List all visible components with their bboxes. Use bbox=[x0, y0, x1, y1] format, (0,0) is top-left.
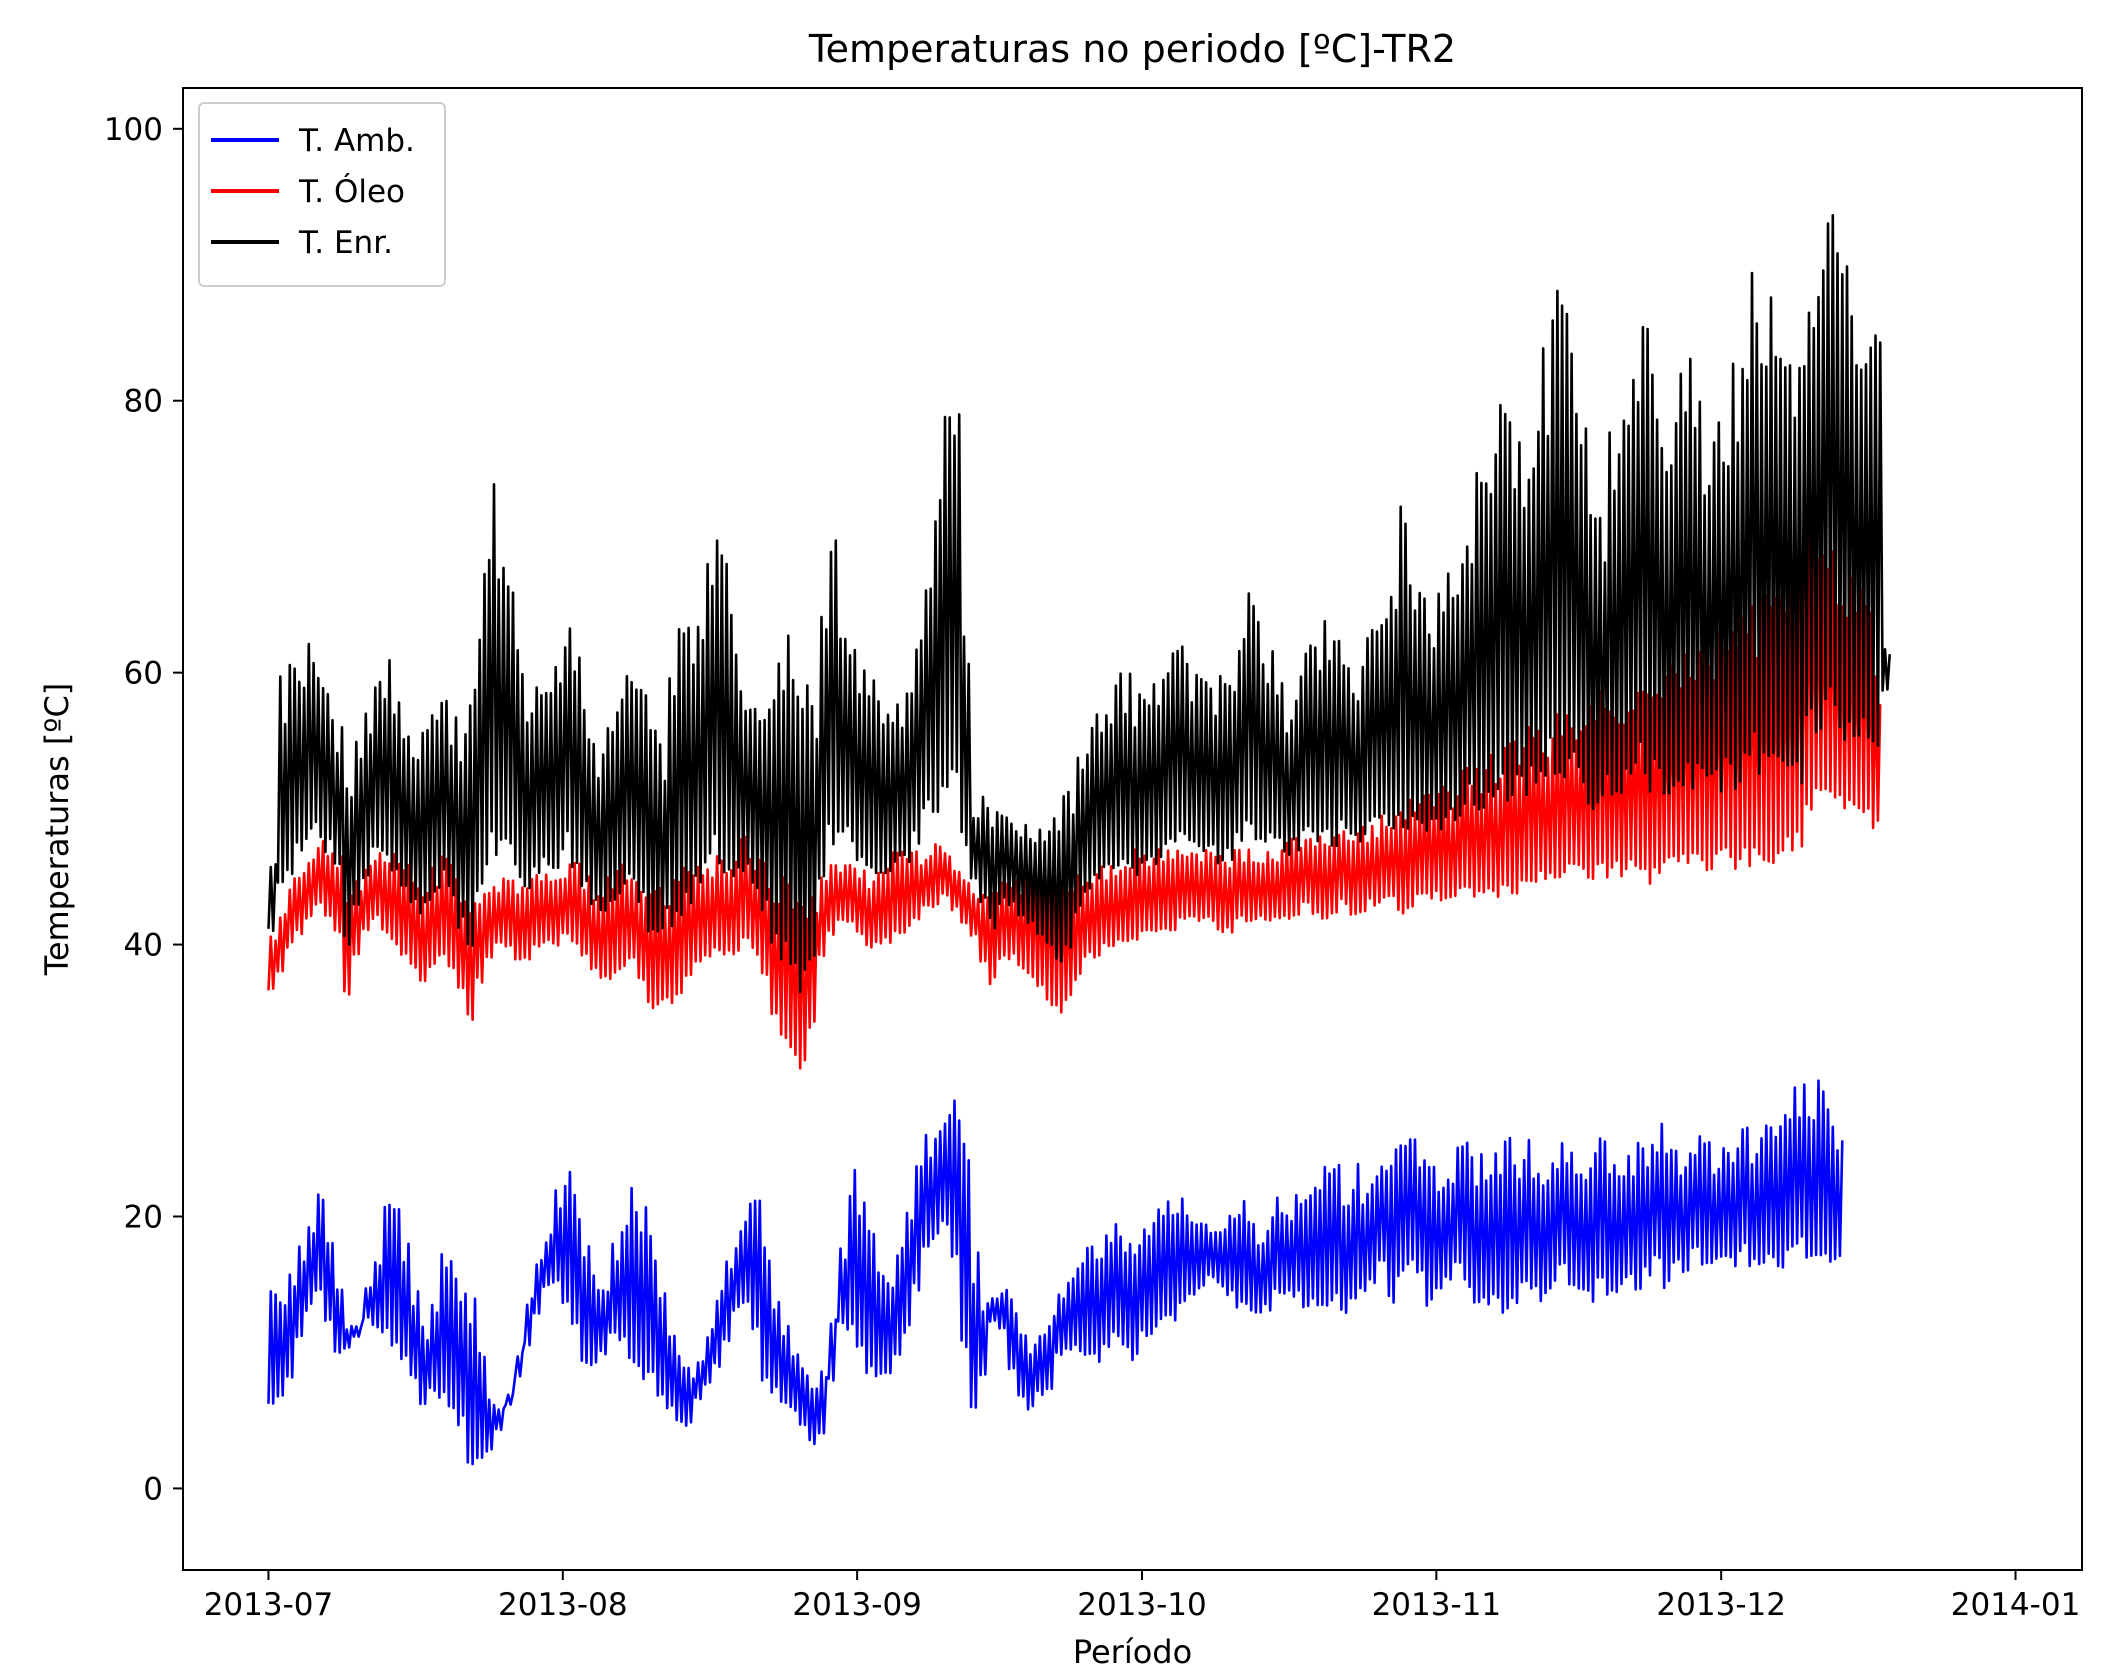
y-tick-label: 0 bbox=[143, 1471, 163, 1507]
x-tick-label: 2013-10 bbox=[1077, 1587, 1207, 1623]
chart-title: Temperaturas no periodo [ºC]-TR2 bbox=[808, 27, 1456, 71]
x-tick-label: 2013-08 bbox=[498, 1587, 628, 1623]
plot-frame bbox=[182, 87, 2083, 1571]
legend: T. Amb. T. Óleo T. Enr. bbox=[198, 102, 446, 287]
x-tick-label: 2013-07 bbox=[204, 1587, 334, 1623]
x-axis: 2013-07 2013-08 2013-09 2013-10 2013-11 2013-… bbox=[204, 1570, 2081, 1623]
y-tick-label: 100 bbox=[104, 112, 163, 148]
y-axis-label: Temperaturas [ºC] bbox=[38, 683, 76, 977]
plot-series bbox=[267, 214, 1891, 1466]
x-axis-label: Período bbox=[1073, 1633, 1192, 1671]
legend-label-t-enr: T. Enr. bbox=[298, 225, 393, 261]
legend-label-t-oleo: T. Óleo bbox=[298, 173, 405, 210]
y-tick-label: 40 bbox=[124, 928, 163, 964]
x-tick-label: 2014-01 bbox=[1951, 1587, 2081, 1623]
series-t-enr-line bbox=[267, 214, 1891, 994]
y-axis: 0 20 40 60 80 100 bbox=[104, 112, 183, 1507]
x-tick-label: 2013-12 bbox=[1656, 1587, 1786, 1623]
y-tick-label: 20 bbox=[124, 1199, 163, 1235]
series-t-amb-line bbox=[267, 1079, 1844, 1466]
y-tick-label: 60 bbox=[124, 656, 163, 692]
series-t-oleo-line bbox=[267, 532, 1882, 1070]
x-tick-label: 2013-11 bbox=[1372, 1587, 1502, 1623]
legend-label-t-amb: T. Amb. bbox=[298, 123, 415, 159]
x-tick-label: 2013-09 bbox=[792, 1587, 922, 1623]
y-tick-label: 80 bbox=[124, 384, 163, 420]
